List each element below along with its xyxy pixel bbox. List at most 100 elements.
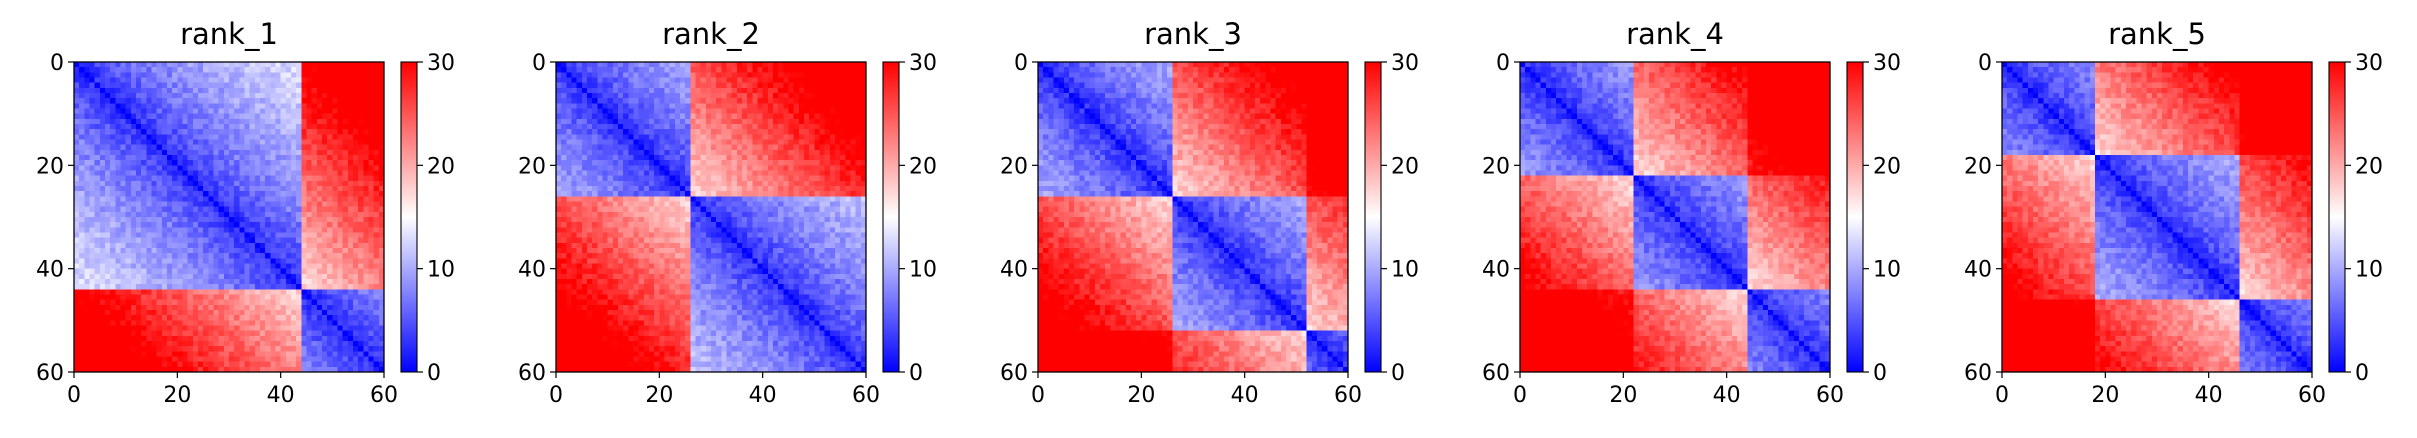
heatmap-cell (244, 103, 251, 110)
heatmap-cell (804, 129, 810, 135)
heatmap-cell (368, 87, 375, 94)
heatmap-cell (125, 196, 132, 203)
heatmap-cell (130, 341, 137, 347)
heatmap-cell (561, 113, 567, 120)
heatmap-cell (151, 196, 158, 203)
heatmap-cell (306, 356, 313, 363)
heatmap-cell (208, 67, 215, 73)
heatmap-cell (373, 103, 380, 110)
heatmap-cell (778, 98, 784, 104)
heatmap-cell (167, 242, 173, 249)
heatmap-cell (767, 165, 774, 172)
heatmap-cell (120, 160, 127, 166)
heatmap-cell (270, 222, 277, 228)
heatmap-cell (819, 129, 826, 135)
heatmap-cell (695, 139, 702, 146)
heatmap-cell (363, 180, 370, 187)
heatmap-cell (260, 113, 266, 120)
heatmap-cell (285, 227, 292, 234)
heatmap-cell (99, 82, 106, 89)
heatmap-cell (254, 211, 261, 218)
heatmap-cell (561, 108, 567, 115)
heatmap-cell (239, 98, 246, 104)
heatmap-cell (74, 351, 80, 358)
heatmap-cell (208, 242, 215, 249)
heatmap-cell (690, 93, 697, 99)
heatmap-cell (125, 237, 132, 244)
heatmap-cell (229, 165, 235, 172)
heatmap-cell (229, 330, 235, 337)
heatmap-cell (177, 191, 184, 197)
heatmap-cell (130, 155, 137, 161)
heatmap-cell (368, 242, 375, 249)
heatmap-cell (664, 134, 671, 141)
heatmap-cell (239, 134, 246, 141)
heatmap-cell (378, 118, 385, 125)
heatmap-cell (192, 87, 199, 94)
heatmap-cell (311, 222, 318, 228)
heatmap-cell (136, 237, 142, 244)
heatmap-cell (130, 196, 137, 203)
heatmap-cell (633, 108, 640, 115)
heatmap-cell (285, 87, 292, 94)
heatmap-cell (296, 325, 302, 332)
heatmap-cell (275, 366, 282, 373)
heatmap-cell (208, 310, 215, 316)
heatmap-cell (187, 113, 194, 120)
heatmap-cell (89, 227, 96, 234)
heatmap-cell (721, 108, 728, 115)
heatmap-cell (773, 67, 779, 73)
heatmap-cell (120, 98, 127, 104)
heatmap-cell (89, 222, 96, 228)
heatmap-cell (203, 315, 209, 321)
heatmap-cell (161, 253, 168, 259)
heatmap-cell (332, 263, 339, 270)
heatmap-cell (316, 103, 323, 110)
heatmap-cell (120, 273, 127, 280)
heatmap-cell (130, 144, 137, 151)
heatmap-cell (556, 118, 562, 125)
heatmap-cell (353, 139, 359, 146)
heatmap-cell (254, 361, 261, 368)
heatmap-cell (618, 93, 624, 99)
heatmap-cell (819, 98, 826, 104)
heatmap-cell (239, 284, 246, 290)
heatmap-cell (223, 351, 230, 358)
heatmap-cell (788, 67, 795, 73)
heatmap-cell (373, 304, 380, 311)
heatmap-cell (223, 165, 230, 172)
heatmap-cell (322, 253, 328, 259)
heatmap-cell (353, 165, 359, 172)
heatmap-cell (172, 196, 178, 203)
heatmap-cell (244, 72, 251, 79)
heatmap-cell (187, 248, 194, 254)
heatmap-cell (342, 320, 349, 327)
heatmap-cell (198, 206, 204, 213)
heatmap-cell (229, 82, 235, 89)
heatmap-cell (156, 139, 163, 146)
heatmap-cell (695, 87, 702, 94)
heatmap-cell (249, 186, 256, 192)
heatmap-cell (280, 232, 287, 239)
heatmap-cell (151, 258, 158, 265)
heatmap-cell (156, 175, 163, 182)
heatmap-cell (301, 87, 308, 94)
heatmap-cell (798, 165, 805, 172)
heatmap-cell (291, 87, 297, 94)
heatmap-cell (249, 118, 256, 125)
heatmap-cell (79, 335, 85, 342)
heatmap-cell (177, 263, 184, 270)
heatmap-cell (368, 175, 375, 182)
heatmap-cell (187, 72, 194, 79)
heatmap-cell (581, 118, 588, 125)
heatmap-cell (680, 165, 686, 172)
heatmap-cell (120, 366, 127, 373)
heatmap-cell (213, 180, 220, 187)
heatmap-cell (115, 335, 122, 342)
heatmap-cell (260, 294, 266, 301)
heatmap-cell (192, 248, 199, 254)
heatmap-cell (690, 149, 697, 156)
heatmap-cell (829, 155, 836, 161)
heatmap-cell (814, 129, 821, 135)
